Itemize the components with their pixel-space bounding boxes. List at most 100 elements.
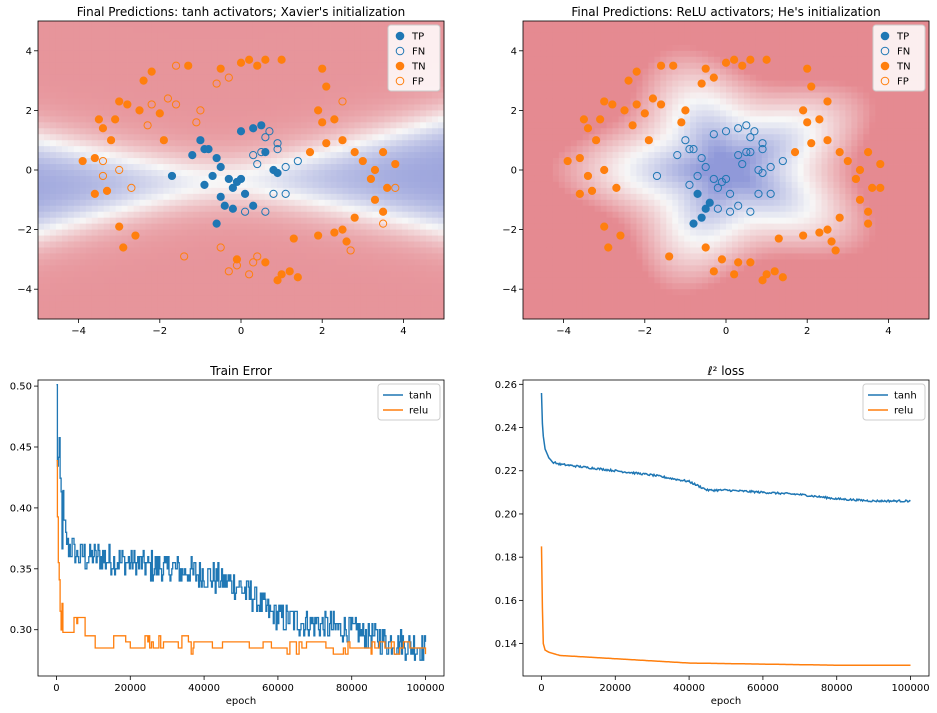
field-cell: [157, 235, 164, 242]
field-cell: [241, 56, 248, 64]
field-cell: [294, 217, 302, 225]
field-cell: [229, 92, 236, 99]
field-cell: [246, 68, 254, 76]
field-cell: [145, 116, 152, 123]
field-cell: [534, 140, 542, 147]
field-cell: [402, 223, 409, 230]
field-cell: [246, 181, 254, 189]
point-fn: [293, 156, 302, 166]
field-cell: [588, 295, 596, 302]
field-cell: [642, 98, 649, 105]
field-cell: [336, 152, 343, 159]
point-fp: [249, 258, 258, 267]
field-cell: [91, 56, 99, 64]
field-cell: [235, 21, 242, 28]
field-cell: [264, 74, 272, 81]
field-cell: [187, 223, 194, 230]
field-cell: [49, 253, 57, 260]
field-cell: [540, 313, 548, 320]
field-cell: [666, 158, 673, 165]
field-cell: [246, 205, 254, 213]
field-cell: [127, 241, 134, 248]
field-cell: [354, 265, 361, 272]
field-cell: [163, 265, 170, 272]
field-cell: [576, 44, 584, 52]
field-cell: [205, 289, 212, 296]
field-cell: [318, 187, 325, 195]
field-cell: [235, 289, 242, 296]
field-cell: [570, 98, 578, 105]
field-cell: [133, 241, 140, 248]
field-cell: [552, 229, 560, 236]
field-cell: [360, 211, 367, 219]
field-cell: [366, 289, 373, 296]
field-cell: [181, 158, 188, 165]
field-cell: [630, 205, 637, 213]
field-cell: [666, 271, 673, 278]
field-cell: [576, 62, 584, 70]
field-cell: [306, 265, 314, 272]
field-cell: [241, 86, 248, 93]
field-cell: [396, 146, 403, 153]
field-cell: [73, 295, 81, 302]
field-cell: [558, 217, 566, 225]
field-cell: [336, 104, 343, 111]
field-cell: [348, 140, 355, 147]
field-cell: [576, 307, 584, 314]
field-cell: [235, 50, 242, 58]
field-cell: [534, 283, 542, 290]
field-cell: [223, 80, 230, 87]
field-cell: [181, 301, 188, 308]
field-cell: [103, 271, 111, 278]
field-cell: [570, 128, 578, 135]
field-cell: [570, 307, 578, 314]
field-cell: [252, 32, 260, 40]
field-cell: [528, 128, 536, 135]
field-cell: [660, 26, 667, 34]
field-cell: [630, 56, 637, 64]
field-cell: [684, 86, 691, 93]
field-cell: [648, 74, 655, 81]
field-cell: [38, 158, 45, 165]
field-cell: [636, 92, 643, 99]
field-cell: [79, 271, 87, 278]
field-cell: [205, 164, 212, 171]
field-cell: [181, 56, 188, 64]
field-cell: [654, 134, 661, 141]
field-cell: [348, 110, 355, 117]
field-cell: [79, 50, 87, 58]
field-cell: [348, 265, 355, 272]
field-cell: [438, 62, 445, 70]
field-cell: [294, 98, 302, 105]
field-cell: [288, 170, 296, 177]
field-cell: [246, 152, 254, 159]
field-cell: [157, 223, 164, 230]
field-cell: [217, 86, 224, 93]
field-cell: [576, 175, 584, 183]
field-cell: [648, 80, 655, 87]
field-cell: [678, 253, 685, 260]
field-cell: [390, 247, 397, 254]
field-cell: [127, 152, 134, 159]
field-cell: [378, 277, 385, 284]
field-cell: [582, 68, 590, 76]
field-cell: [378, 116, 385, 123]
field-cell: [414, 158, 421, 165]
field-cell: [348, 241, 355, 248]
field-cell: [103, 193, 111, 201]
field-cell: [145, 38, 152, 46]
field-cell: [396, 152, 403, 159]
field-cell: [384, 128, 391, 135]
field-cell: [85, 199, 93, 207]
field-cell: [187, 104, 194, 111]
field-cell: [354, 193, 361, 201]
field-cell: [552, 128, 560, 135]
field-cell: [546, 217, 554, 225]
field-cell: [523, 170, 530, 177]
field-cell: [684, 295, 691, 302]
field-cell: [109, 98, 117, 105]
field-cell: [666, 128, 673, 135]
field-cell: [666, 164, 673, 171]
field-cell: [330, 247, 337, 254]
field-cell: [438, 265, 445, 272]
